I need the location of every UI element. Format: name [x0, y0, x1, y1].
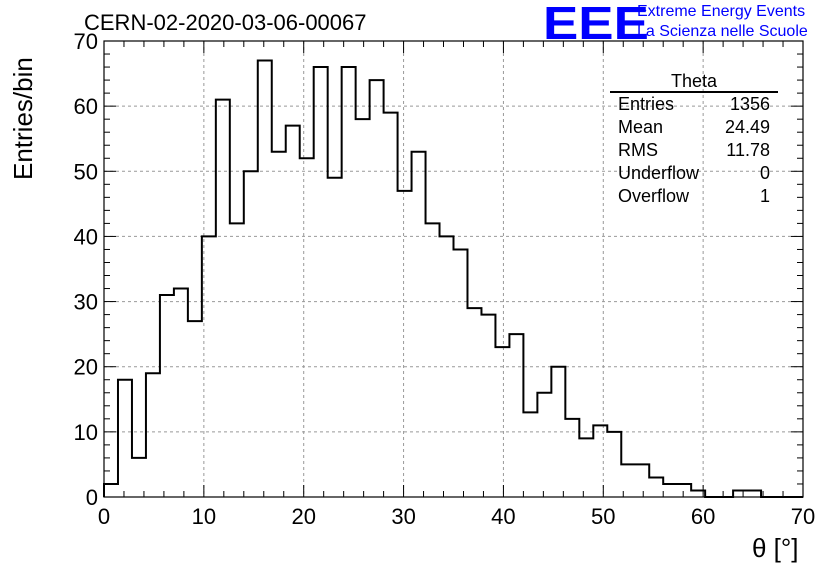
stats-value: 1356	[729, 94, 770, 114]
stats-label: Entries	[618, 94, 675, 114]
x-tick-label: 40	[491, 504, 515, 529]
stats-label: Overflow	[618, 186, 690, 206]
histogram-bin	[118, 380, 132, 497]
eee-logo: EEE	[543, 0, 649, 49]
stats-label: RMS	[618, 140, 658, 160]
histogram-bin	[523, 412, 537, 497]
y-tick-label: 20	[74, 355, 98, 380]
x-tick-label: 70	[791, 504, 815, 529]
histogram-outline	[103, 59, 803, 498]
histogram-bin	[104, 484, 118, 497]
stats-box: Theta Entries 1356 Mean 24.49 RMS 11.78 …	[610, 72, 778, 208]
histogram-bin	[272, 152, 286, 497]
plot-frame	[103, 40, 804, 498]
histogram-bin	[677, 484, 691, 497]
histogram-bin	[509, 334, 523, 497]
stats-value: 1	[759, 186, 770, 206]
y-tick-label: 0	[86, 485, 98, 510]
histogram-bin	[593, 425, 607, 497]
histogram-bin	[565, 419, 579, 497]
stats-value: 24.49	[724, 117, 770, 137]
histogram-bin	[579, 438, 593, 497]
stats-row-overflow: Overflow 1	[610, 185, 778, 208]
chart-title: CERN-02-2020-03-06-00067	[84, 10, 367, 35]
x-tick-label: 30	[391, 504, 415, 529]
histogram-bin	[481, 315, 495, 497]
logo-subtitle-2: La Scienza nelle Scuole	[637, 23, 808, 40]
histogram-bin	[454, 249, 468, 497]
histogram-bin	[370, 80, 384, 497]
histogram-bin	[537, 393, 551, 497]
histogram-bin	[635, 464, 649, 497]
logo-subtitle-1: Extreme Energy Events	[637, 3, 806, 20]
histogram-bin	[607, 432, 621, 497]
histogram-bin	[216, 100, 230, 497]
histogram-bin	[467, 308, 481, 497]
y-tick-label: 50	[74, 159, 98, 184]
histogram-bin	[258, 61, 272, 497]
stats-row-mean: Mean 24.49	[610, 116, 778, 139]
histogram-bin	[188, 321, 202, 497]
histogram-bin	[495, 347, 509, 497]
stats-row-rms: RMS 11.78	[610, 139, 778, 162]
histogram-bin	[230, 223, 244, 497]
stats-value: 11.78	[726, 140, 770, 160]
x-tick-label: 60	[691, 504, 715, 529]
histogram-bin	[342, 67, 356, 497]
histogram-bin	[551, 367, 565, 497]
histogram-bin	[412, 152, 426, 497]
histogram-bin	[146, 373, 160, 497]
histogram-bin	[300, 158, 314, 497]
histogram-bin	[663, 484, 677, 497]
histogram-bin	[314, 67, 328, 497]
histogram-bin	[286, 126, 300, 497]
stats-value: 0	[759, 163, 770, 183]
y-tick-label: 10	[74, 420, 98, 445]
x-tick-label: 10	[192, 504, 216, 529]
x-tick-label: 50	[591, 504, 615, 529]
y-tick-label: 40	[74, 224, 98, 249]
stats-row-underflow: Underflow 0	[610, 162, 778, 185]
x-axis-label: θ [°]	[752, 533, 799, 563]
stats-label: Mean	[618, 117, 664, 137]
histogram-bin	[356, 119, 370, 497]
y-tick-label: 30	[74, 290, 98, 315]
stats-label: Underflow	[618, 163, 700, 183]
x-tick-label: 20	[291, 504, 315, 529]
y-tick-label: 60	[74, 94, 98, 119]
x-tick-label: 0	[98, 504, 110, 529]
stats-title: Theta	[610, 72, 778, 93]
histogram-bin	[328, 178, 342, 497]
histogram-bin	[384, 113, 398, 497]
y-axis-label: Entries/bin	[8, 57, 38, 180]
stats-row-entries: Entries 1356	[610, 93, 778, 116]
histogram-bin	[244, 171, 258, 497]
histogram-bin	[174, 289, 188, 497]
histogram-bin	[649, 477, 663, 497]
histogram-bin	[426, 223, 440, 497]
y-tick-label: 70	[74, 29, 98, 54]
histogram-bin	[160, 295, 174, 497]
